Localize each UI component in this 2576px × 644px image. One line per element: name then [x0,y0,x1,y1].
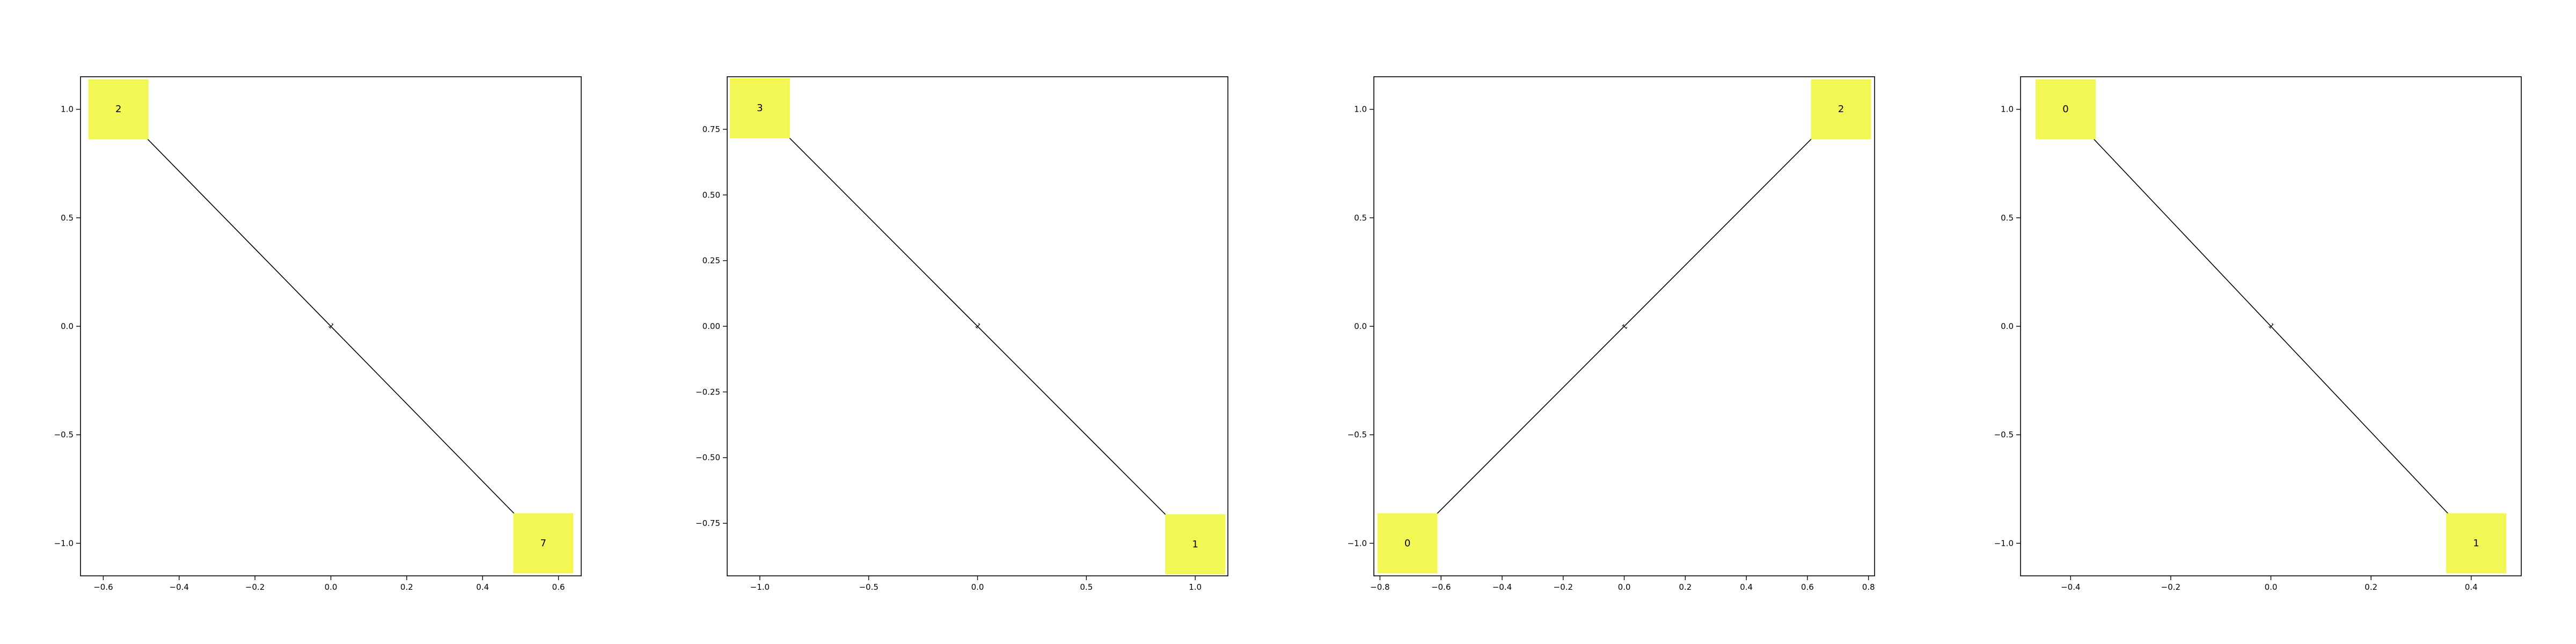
x-tick-label: 0.0 [2265,582,2278,592]
x-tick-label: −0.4 [2061,582,2080,592]
subplot-4: 101−0.4 −0.2 0.0 0.2 0.41.00.50.0−0.5−1.0 [1994,76,2522,592]
subplot-3: 120−0.8 −0.6 −0.4 −0.2 0.0 0.2 0.4 0.6 0.81.00.5… [1348,76,1875,592]
y-tick-label: −0.75 [696,518,720,528]
node-label: 1 [1192,539,1198,550]
y-tick-label: 1.0 [61,105,74,114]
x-tick-label: −0.6 [93,582,113,592]
y-tick-label: 0.5 [2001,213,2014,223]
graph-node [1165,514,1226,575]
x-tick-label: −0.5 [859,582,878,592]
y-tick-label: 0.50 [702,190,720,200]
y-tick-label: −1.0 [54,538,74,548]
x-tick-label: 0.8 [1862,582,1875,592]
y-tick-label: 0.0 [61,321,74,331]
graph-edge [759,108,1196,545]
x-tick-label: −0.2 [245,582,265,592]
node-label: 0 [1404,538,1410,549]
node-label: 2 [1838,104,1844,115]
y-tick-label: −0.5 [54,430,74,440]
y-tick-label: 0.5 [1354,213,1367,223]
x-tick-label: 0.2 [2365,582,2377,592]
graph-node [2446,513,2507,574]
x-tick-label: −0.4 [170,582,189,592]
x-tick-label: 0.4 [2465,582,2478,592]
subplot-1: 127−0.6 −0.4 −0.2 0.0 0.2 0.4 0.61.00.50.0−0.5… [54,76,582,592]
graph-node [729,78,790,138]
graph-node [1377,513,1438,574]
y-tick-label: 0.25 [702,256,720,266]
x-tick-label: −0.2 [2161,582,2180,592]
y-tick-label: −0.5 [1348,430,1367,440]
y-tick-label: 0.75 [702,125,720,134]
x-tick-label: 0.0 [1618,582,1631,592]
graph-node [2035,79,2096,140]
graph-node [513,513,574,574]
node-label: 0 [2062,104,2068,115]
node-label: 1 [2473,538,2479,549]
y-tick-label: 0.0 [2001,321,2014,331]
node-label: 2 [115,104,121,115]
x-tick-label: −0.4 [1492,582,1512,592]
y-tick-label: 0.00 [702,321,720,331]
subplot-2: 131−1.0 −0.5 0.0 0.5 1.00.750.500.250.00−0.2… [696,76,1228,592]
x-tick-label: 0.6 [552,582,565,592]
x-tick-label: −0.8 [1370,582,1389,592]
y-tick-label: −0.5 [1994,430,2014,440]
x-tick-label: 1.0 [1189,582,1202,592]
x-tick-label: −0.6 [1431,582,1451,592]
x-tick-label: 0.5 [1080,582,1093,592]
y-tick-label: −0.50 [696,453,720,463]
x-tick-label: 0.4 [1740,582,1753,592]
x-tick-label: 0.4 [476,582,489,592]
graph-edge [118,109,544,544]
x-tick-label: 0.0 [971,582,984,592]
x-tick-label: 0.0 [325,582,338,592]
node-label: 7 [540,538,546,549]
graph-node [1811,79,1871,140]
graph-edge [1407,109,1841,544]
y-tick-label: −0.25 [696,387,720,397]
y-tick-label: 0.5 [61,213,74,223]
graph-edge [2065,109,2477,544]
y-tick-label: 0.0 [1354,321,1367,331]
y-tick-label: −1.0 [1348,538,1367,548]
node-label: 3 [757,103,763,114]
x-tick-label: 0.2 [1679,582,1692,592]
x-tick-label: 0.6 [1801,582,1814,592]
x-tick-label: −1.0 [750,582,770,592]
graph-node [88,79,149,140]
y-tick-label: 1.0 [2001,105,2014,114]
y-tick-label: −1.0 [1994,538,2014,548]
x-tick-label: 0.2 [400,582,413,592]
y-tick-label: 1.0 [1354,105,1367,114]
x-tick-label: −0.2 [1554,582,1573,592]
